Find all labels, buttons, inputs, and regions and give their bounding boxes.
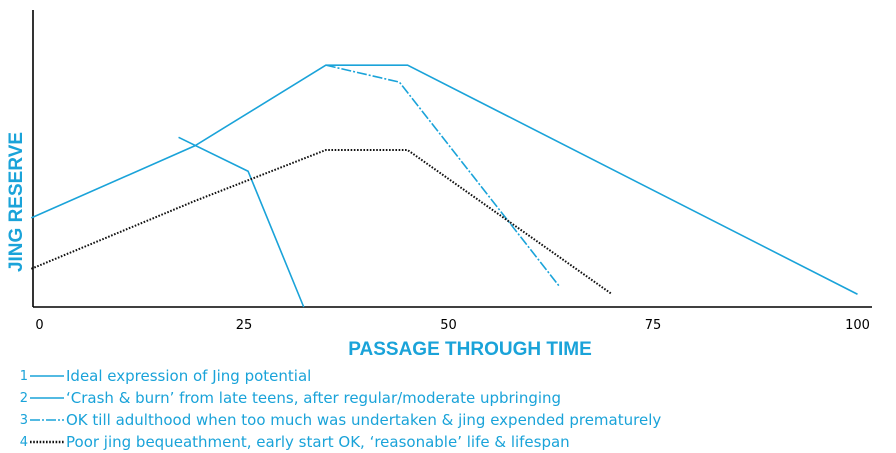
x-ticks: 0 25 50 75 100 (35, 318, 870, 333)
legend-entry-2: 2 ‘Crash & burn’ from late teens, after r… (6, 387, 886, 409)
legend-swatch (30, 440, 64, 444)
legend-label: Poor jing bequeathment, early start OK, … (66, 433, 570, 451)
y-axis-label: JING RESERVE (6, 132, 27, 272)
x-tick-label: 100 (845, 318, 870, 333)
series-line-1 (30, 64, 858, 295)
legend-swatch (30, 397, 64, 399)
series-line-4 (30, 149, 613, 296)
x-axis-label: PASSAGE THROUGH TIME (348, 339, 592, 360)
legend-swatch (30, 375, 64, 377)
legend-entry-4: 4 Poor jing bequeathment, early start OK,… (6, 431, 886, 453)
legend: 1 Ideal expression of Jing potential 2 ‘Cra… (6, 365, 886, 453)
legend-entry-1: 1 Ideal expression of Jing potential (6, 365, 886, 387)
chart: 0 25 50 75 100 JING RESERVE PASSAGE THROUGH … (6, 10, 872, 360)
legend-number: 1 (19, 368, 28, 384)
legend-swatch (30, 419, 64, 421)
legend-label: ‘Crash & burn’ from late teens, after re… (66, 389, 562, 407)
legend-number: 2 (19, 390, 28, 406)
x-tick-label: 0 (35, 318, 43, 333)
x-tick-label: 75 (645, 318, 662, 333)
axes (32, 10, 872, 308)
series-line-3 (325, 64, 560, 287)
legend-number: 3 (19, 412, 28, 428)
legend-number: 4 (19, 434, 28, 450)
series-lines (30, 64, 858, 308)
series-line-2 (178, 136, 305, 308)
legend-entry-3: 3 OK till adulthood when too much was und… (6, 409, 886, 431)
legend-label: Ideal expression of Jing potential (66, 367, 312, 385)
legend-label: OK till adulthood when too much was unde… (66, 411, 662, 429)
x-tick-label: 50 (440, 318, 457, 333)
x-tick-label: 25 (236, 318, 253, 333)
